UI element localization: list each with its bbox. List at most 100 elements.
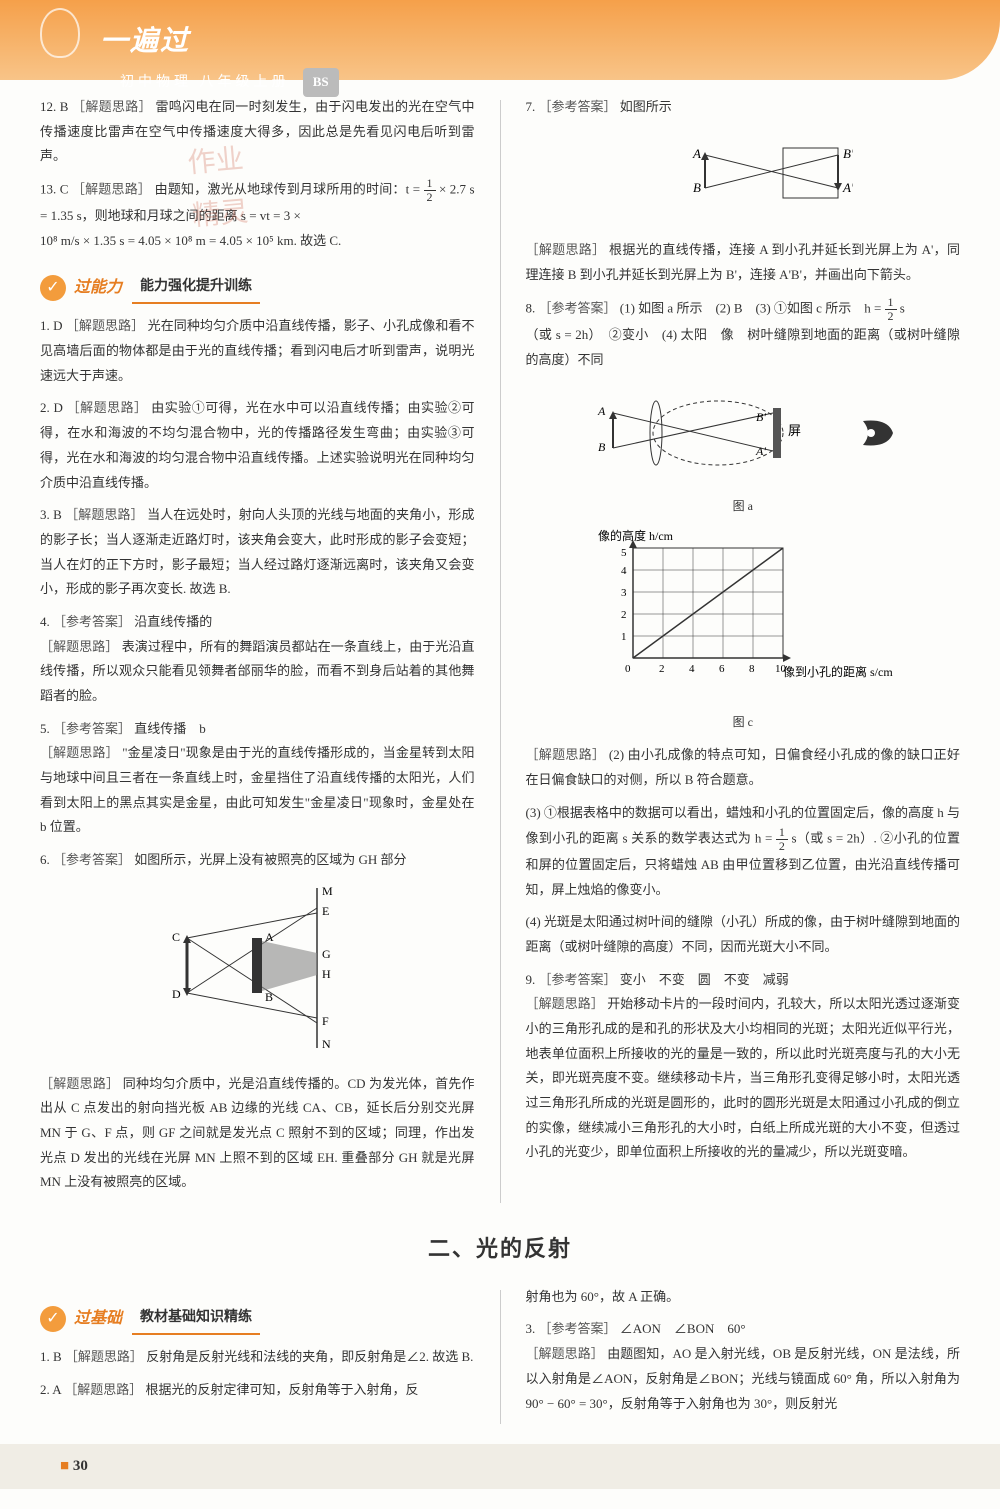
svg-text:6: 6 [719, 663, 725, 675]
q-num: 2. D [40, 400, 63, 415]
fig-a-caption: 图 a [526, 495, 961, 518]
ans-tag: ［参考答案］ [539, 300, 617, 315]
section-sub: 教材基础知识精练 [132, 1303, 260, 1336]
svg-text:5: 5 [621, 547, 627, 559]
q-num: 2. A [40, 1382, 61, 1397]
q-text: 根据光的反射定律可知，反射角等于入射角，反 [145, 1382, 418, 1397]
svg-text:2: 2 [659, 663, 665, 675]
fig-c-caption: 图 c [526, 711, 961, 734]
text: (4) 光斑是太阳通过树叶间的缝隙（小孔）所成的像，由于树叶缝隙到地面的距离（或… [526, 914, 961, 954]
label-H: H [322, 967, 331, 981]
page-header: 一遍过 初中物理 八年级上册 BS [0, 0, 1000, 80]
ans: 变小 不变 圆 不变 减弱 [620, 972, 789, 987]
a1: 1. D ［解题思路］ 光在同种均匀介质中沿直线传播，影子、小孔成像和看不见高墙… [40, 314, 475, 388]
figure-8c-chart: 像的高度 h/cm 像到小孔的距离 s/cm [526, 528, 961, 733]
text: 射角也为 60°，故 A 正确。 [526, 1289, 680, 1304]
tag: ［解题思路］ [40, 1076, 119, 1091]
tag: ［解题思路］ [72, 182, 151, 197]
q-num: 3. [526, 1321, 536, 1336]
q-num: 8. [526, 300, 536, 315]
svg-text:B': B' [756, 410, 766, 424]
q12: 12. B ［解题思路］ 雷鸣闪电在同一时刻发生，由于闪电发出的光在空气中传播速… [40, 95, 475, 169]
bottom-left-column: ✓ 过基础 教材基础知识精练 1. B ［解题思路］ 反射角是反射光线和法线的夹… [40, 1285, 475, 1424]
ans-a: (1) 如图 a 所示 (2) B (3) ①如图 c 所示 h = [620, 300, 885, 315]
label-Bp: B' [843, 146, 853, 161]
svg-text:0: 0 [625, 663, 631, 675]
a6: 6. ［参考答案］ 如图所示，光屏上没有被照亮的区域为 GH 部分 [40, 848, 475, 873]
svg-text:2: 2 [621, 609, 627, 621]
tag: ［解题思路］ [64, 1382, 142, 1397]
label-E: E [322, 904, 329, 918]
figure-8a: A B B' A' 屏 图 a [526, 383, 961, 518]
tag: ［解题思路］ [526, 242, 606, 257]
svg-text:8: 8 [749, 663, 755, 675]
ans: 直线传播 b [134, 721, 206, 736]
a5: 5. ［参考答案］ 直线传播 b ［解题思路］ "金星凌日"现象是由于光的直线传… [40, 717, 475, 840]
tag: ［解题思路］ [66, 318, 144, 333]
column-divider [500, 100, 501, 1203]
ans: 沿直线传播的 [134, 614, 212, 629]
q-num: 9. [526, 972, 536, 987]
tag: ［解题思路］ [40, 745, 119, 760]
r8-explain4: (4) 光斑是太阳通过树叶间的缝隙（小孔）所成的像，由于树叶缝隙到地面的距离（或… [526, 910, 961, 959]
b1: 1. B ［解题思路］ 反射角是反射光线和法线的夹角，即反射角是∠2. 故选 B… [40, 1345, 475, 1370]
ans-tag: ［参考答案］ [53, 852, 131, 867]
section-title: 过能力 [74, 273, 122, 303]
bottom-right-column: 射角也为 60°，故 A 正确。 3. ［参考答案］ ∠AON ∠BON 60°… [526, 1285, 961, 1424]
a6-explain: ［解题思路］ 同种均匀介质中，光是沿直线传播的。CD 为发光体，首先作出从 C … [40, 1072, 475, 1195]
chapter-heading: 二、光的反射 [40, 1228, 960, 1270]
q13: 13. C ［解题思路］ 由题知，激光从地球传到月球所用的时间：t = 12 ×… [40, 177, 475, 254]
figure-6: M N A B C D E G H F [40, 883, 475, 1062]
q-num: 13. C [40, 182, 68, 197]
q-text: 反射角是反射光线和法线的夹角，即反射角是∠2. 故选 B. [146, 1349, 473, 1364]
page-number: 30 [0, 1444, 1000, 1489]
ans-b: s [900, 300, 905, 315]
tag: ［解题思路］ [526, 996, 604, 1011]
right-column: 7. ［参考答案］ 如图所示 A B B' A' [526, 95, 961, 1203]
ylabel: 像的高度 h/cm [598, 528, 674, 543]
section-sub: 能力强化提升训练 [132, 272, 260, 305]
svg-text:A: A [597, 404, 606, 418]
tag: ［解题思路］ [40, 639, 118, 654]
a3: 3. B ［解题思路］ 当人在远处时，射向人头顶的光线与地面的夹角小，形成的影子… [40, 503, 475, 602]
b3: 3. ［参考答案］ ∠AON ∠BON 60° ［解题思路］ 由题图知，AO 是… [526, 1317, 961, 1416]
svg-text:4: 4 [689, 663, 695, 675]
ans: 如图所示 [620, 99, 672, 114]
q-text: 同种均匀介质中，光是沿直线传播的。CD 为发光体，首先作出从 C 点发出的射向挡… [40, 1076, 475, 1190]
label-M: M [322, 884, 333, 898]
text-c: 10⁸ m/s × 1.35 s = 4.05 × 10⁸ m = 4.05 ×… [40, 233, 341, 248]
label-N: N [322, 1037, 331, 1051]
r8: 8. ［参考答案］ (1) 如图 a 所示 (2) B (3) ①如图 c 所示… [526, 296, 961, 373]
label-B: B [693, 180, 701, 195]
left-column: 作业精灵 12. B ［解题思路］ 雷鸣闪电在同一时刻发生，由于闪电发出的光在空… [40, 95, 475, 1203]
label-Ap: A' [842, 180, 853, 195]
tag: ［解题思路］ [65, 507, 144, 522]
q-num: 6. [40, 852, 50, 867]
r9: 9. ［参考答案］ 变小 不变 圆 不变 减弱 ［解题思路］ 开始移动卡片的一段… [526, 968, 961, 1166]
q-num: 7. [526, 99, 536, 114]
q-num: 12. B [40, 99, 68, 114]
label-F: F [322, 1014, 329, 1028]
svg-text:4: 4 [621, 565, 627, 577]
q-num: 1. D [40, 318, 62, 333]
header-subtitle: 初中物理 八年级上册 [120, 75, 290, 90]
tag: ［解题思路］ [67, 400, 148, 415]
figure-7: A B B' A' [526, 130, 961, 229]
tag: ［解题思路］ [526, 1346, 604, 1361]
label-A: A [692, 146, 701, 161]
ans: 如图所示，光屏上没有被照亮的区域为 GH 部分 [134, 852, 406, 867]
column-divider [500, 1290, 501, 1424]
check-icon: ✓ [40, 275, 66, 301]
ans-c: （或 s = 2h） ②变小 (4) 太阳 像 树叶缝隙到地面的距离（或树叶缝隙… [526, 327, 961, 367]
svg-text:3: 3 [621, 587, 627, 599]
svg-text:10: 10 [775, 663, 787, 675]
r7: 7. ［参考答案］ 如图所示 [526, 95, 961, 120]
label-D: D [172, 987, 181, 1001]
ans-tag: ［参考答案］ [539, 99, 617, 114]
ans: ∠AON ∠BON 60° [620, 1321, 746, 1336]
tag: ［解题思路］ [65, 1349, 143, 1364]
screen-label: 屏 [788, 423, 801, 438]
q-num: 1. B [40, 1349, 62, 1364]
svg-text:1: 1 [621, 631, 627, 643]
cont-line: 射角也为 60°，故 A 正确。 [526, 1285, 961, 1310]
